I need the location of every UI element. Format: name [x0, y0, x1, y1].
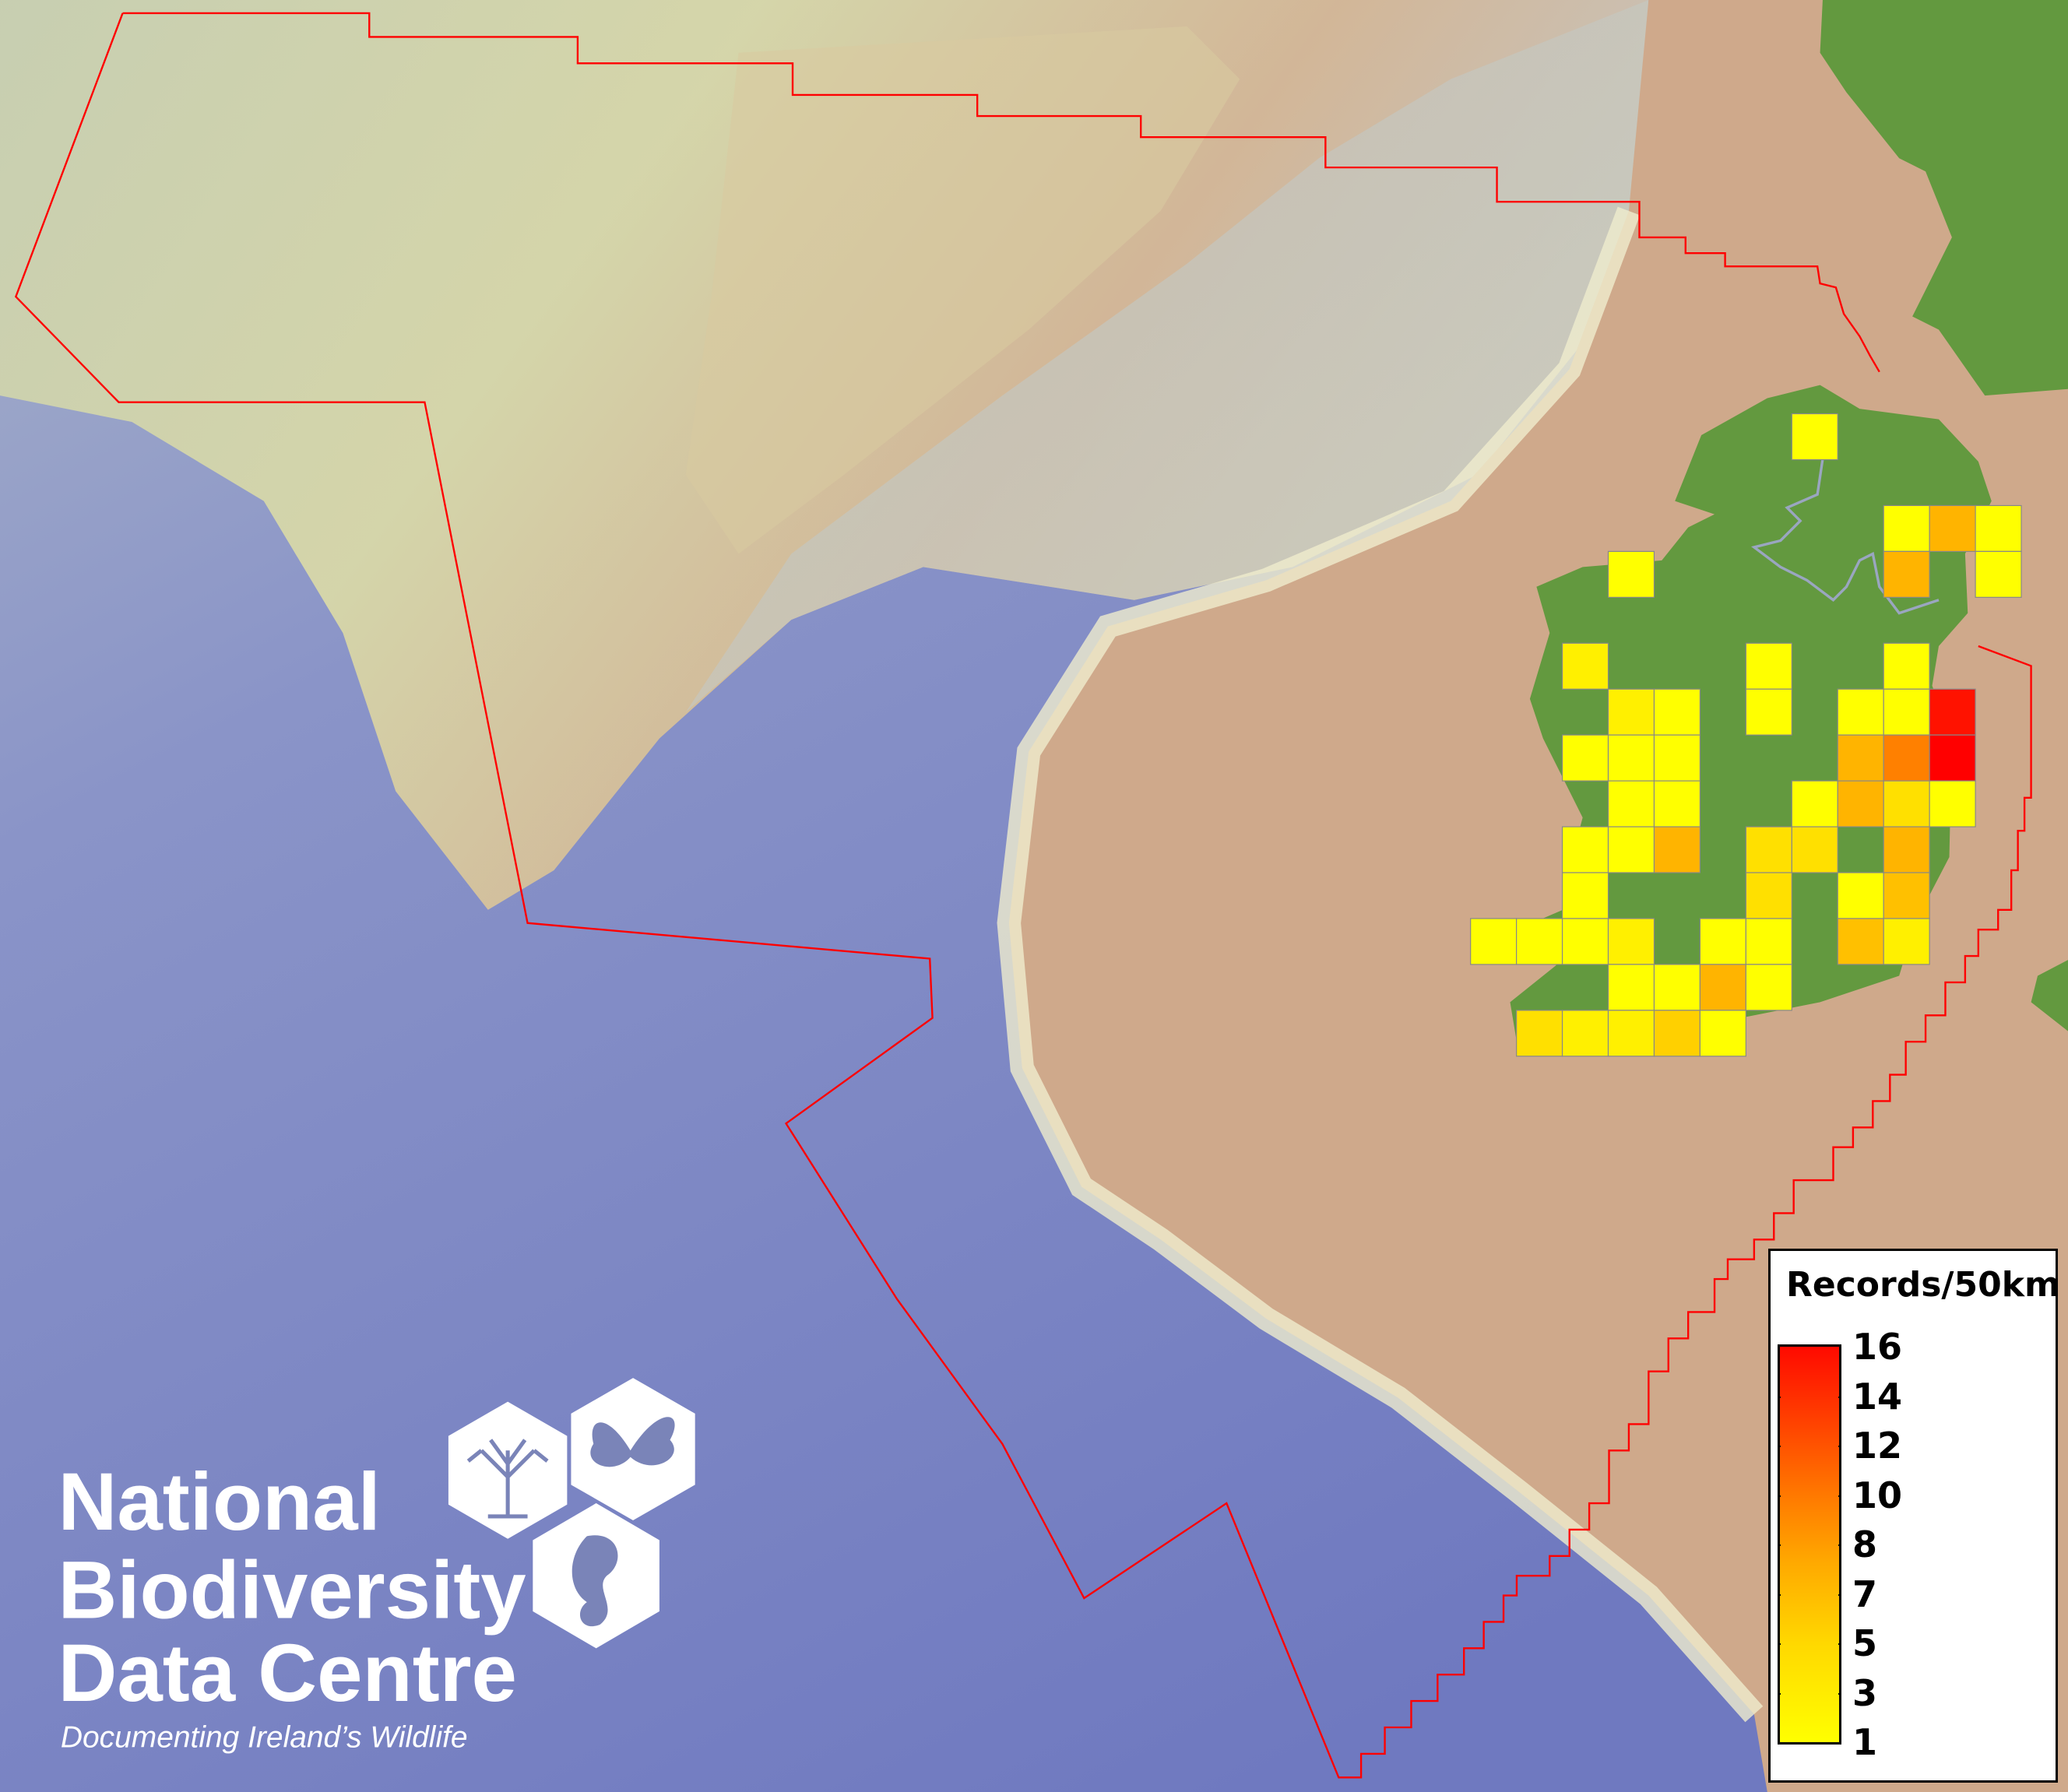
grid-cell[interactable] — [1929, 734, 1976, 782]
grid-cell[interactable] — [1791, 413, 1838, 461]
legend-tick-label: 10 — [1852, 1474, 1903, 1516]
grid-cell[interactable] — [1745, 688, 1792, 736]
grid-cell[interactable] — [1837, 780, 1884, 827]
legend-tick-label: 7 — [1852, 1572, 1878, 1615]
grid-cell[interactable] — [1607, 918, 1655, 965]
grid-cell[interactable] — [1975, 550, 2022, 598]
grid-cell[interactable] — [1837, 734, 1884, 782]
grid-cell[interactable] — [1699, 1010, 1746, 1057]
grid-cell[interactable] — [1561, 734, 1609, 782]
grid-cell[interactable] — [1883, 918, 1930, 965]
logo-line-biodiversity: Biodiversity — [58, 1544, 526, 1636]
grid-cell[interactable] — [1561, 1010, 1609, 1057]
logo-line-data-centre: Data Centre — [58, 1628, 517, 1719]
scotland-land — [1820, 0, 2068, 396]
legend-tick-label: 1 — [1852, 1721, 1878, 1763]
grid-cell[interactable] — [1561, 642, 1609, 690]
legend-tick-label: 12 — [1852, 1425, 1903, 1467]
grid-cell[interactable] — [1607, 826, 1655, 873]
grid-cell[interactable] — [1607, 964, 1655, 1011]
continental-slope — [685, 0, 1649, 712]
grid-cell[interactable] — [1653, 688, 1701, 736]
grid-cell[interactable] — [1653, 964, 1701, 1011]
grid-cell[interactable] — [1883, 734, 1930, 782]
legend: Records/50km 16 14 12 10 8 7 5 3 1 — [1768, 1249, 2060, 1783]
grid-cell[interactable] — [1837, 688, 1884, 736]
grid-cell[interactable] — [1653, 1010, 1701, 1057]
grid-cell[interactable] — [1607, 734, 1655, 782]
grid-cell[interactable] — [1470, 918, 1518, 965]
northern-ireland-border — [1750, 459, 1940, 615]
grid-cell[interactable] — [1561, 872, 1609, 919]
grid-cell[interactable] — [1745, 826, 1792, 873]
legend-tick-label: 5 — [1852, 1622, 1878, 1664]
tree-icon — [448, 1401, 568, 1539]
legend-tick-label: 8 — [1852, 1523, 1878, 1565]
grid-cell[interactable] — [1607, 688, 1655, 736]
grid-cell[interactable] — [1883, 642, 1930, 690]
grid-cell[interactable] — [1561, 918, 1609, 965]
grid-cell[interactable] — [1883, 826, 1930, 873]
grid-cell[interactable] — [1561, 826, 1609, 873]
seahorse-icon — [533, 1503, 659, 1649]
grid-cell[interactable] — [1791, 826, 1838, 873]
grid-cell[interactable] — [1653, 780, 1701, 827]
grid-cell[interactable] — [1975, 504, 2022, 552]
grid-cell[interactable] — [1929, 780, 1976, 827]
eez-boundary-north — [122, 12, 1880, 373]
grid-cell[interactable] — [1837, 872, 1884, 919]
grid-cell[interactable] — [1883, 688, 1930, 736]
eez-boundary-west-south — [14, 12, 2032, 1779]
nbdc-logo: National Biodiversity Data Centre Docume… — [58, 1378, 695, 1754]
grid-cell[interactable] — [1699, 964, 1746, 1011]
grid-cell[interactable] — [1745, 642, 1792, 690]
grid-cell[interactable] — [1791, 780, 1838, 827]
grid-cell[interactable] — [1883, 504, 1930, 552]
grid-cell[interactable] — [1883, 780, 1930, 827]
grid-cell[interactable] — [1745, 918, 1792, 965]
grid-cell[interactable] — [1516, 918, 1563, 965]
legend-tick-label: 16 — [1852, 1326, 1903, 1368]
grid-cell[interactable] — [1745, 872, 1792, 919]
grid-cell[interactable] — [1883, 872, 1930, 919]
grid-cell[interactable] — [1607, 550, 1655, 598]
grid-cell[interactable] — [1516, 1010, 1563, 1057]
grid-cell[interactable] — [1607, 1010, 1655, 1057]
grid-cell[interactable] — [1745, 964, 1792, 1011]
grid-cell[interactable] — [1653, 734, 1701, 782]
wales-land — [2031, 960, 2068, 1031]
grid-cell[interactable] — [1699, 918, 1746, 965]
legend-tick-label: 14 — [1852, 1375, 1903, 1418]
logo-tagline: Documenting Ireland’s Wildlife — [61, 1720, 468, 1754]
legend-title: Records/50km — [1786, 1265, 2060, 1305]
legend-colorbar — [1778, 1344, 1841, 1745]
grid-cell[interactable] — [1929, 688, 1976, 736]
porcupine-bank — [685, 26, 1240, 554]
shelf-edge-highlight — [997, 206, 1764, 1723]
grid-cell[interactable] — [1607, 780, 1655, 827]
logo-line-national: National — [58, 1456, 381, 1548]
grid-cell[interactable] — [1883, 550, 1930, 598]
butterfly-icon — [571, 1378, 695, 1521]
grid-cell[interactable] — [1837, 918, 1884, 965]
records-grid — [1470, 413, 2022, 1057]
grid-cell[interactable] — [1653, 826, 1701, 873]
grid-cell[interactable] — [1929, 504, 1976, 552]
legend-tick-label: 3 — [1852, 1671, 1878, 1714]
